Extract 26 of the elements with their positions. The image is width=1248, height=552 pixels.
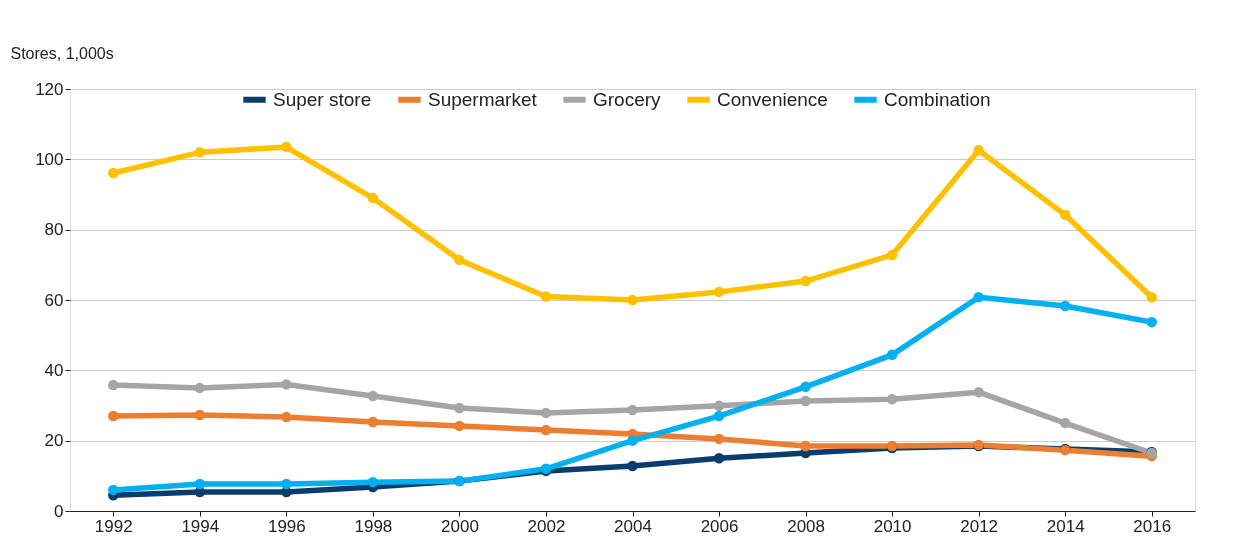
x-tick-label: 1994	[181, 516, 220, 536]
y-tick-label: 80	[44, 220, 64, 240]
x-tick-label: 2000	[441, 516, 479, 536]
x-tick-label: 1998	[354, 516, 393, 536]
y-tick-label: 20	[44, 431, 64, 451]
y-tick-label: 120	[35, 79, 64, 99]
legend-label: Convenience	[717, 88, 828, 110]
x-tick-label: 2010	[873, 516, 912, 536]
x-tick-label: 2008	[787, 516, 825, 536]
x-tick-label: 2016	[1133, 516, 1172, 536]
x-tick-label: 2006	[700, 516, 739, 536]
x-tick-label: 2012	[960, 516, 999, 536]
legend-label: Super store	[273, 88, 372, 110]
x-tick-label: 1996	[267, 516, 306, 536]
x-tick-label: 2014	[1046, 516, 1085, 536]
y-axis-title: Stores, 1,000s	[10, 44, 114, 62]
x-tick-label: 1992	[94, 516, 133, 536]
x-tick-label: 2002	[527, 516, 566, 536]
legend-label: Grocery	[593, 88, 662, 110]
legend-label: Combination	[884, 88, 991, 110]
x-tick-label: 2004	[614, 516, 652, 536]
y-tick-label: 100	[35, 149, 64, 169]
y-tick-label: 60	[44, 290, 64, 310]
y-tick-label: 40	[44, 360, 64, 380]
legend-label: Supermarket	[428, 88, 538, 110]
y-tick-label: 0	[54, 501, 64, 521]
